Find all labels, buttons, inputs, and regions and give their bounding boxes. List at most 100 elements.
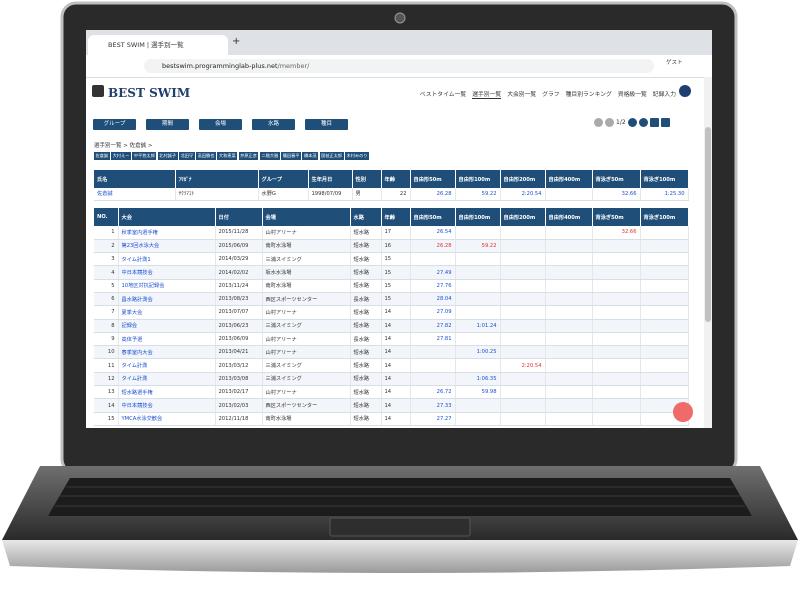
swimmer-chip[interactable]: 中平悠太郎 xyxy=(132,152,157,160)
logo[interactable]: BEST SWIM xyxy=(108,86,191,100)
table-cell[interactable]: 記録会 xyxy=(118,319,216,333)
table-cell[interactable]: タイム計測 xyxy=(118,372,216,387)
table-cell: 2:20.54 xyxy=(500,188,546,201)
filter-button[interactable]: グループ xyxy=(93,119,136,130)
table-cell: 14 xyxy=(381,332,411,347)
table-cell[interactable]: 秋季室内選手権 xyxy=(118,226,216,240)
swimmer-chip[interactable]: 篠田春平 xyxy=(281,152,301,160)
table-cell xyxy=(500,279,546,293)
keys xyxy=(55,486,745,507)
column-header[interactable]: 大会 xyxy=(118,208,216,226)
table-cell xyxy=(455,226,501,240)
table-cell xyxy=(500,345,546,360)
column-header[interactable]: 自由形200m xyxy=(500,170,546,188)
table-cell[interactable]: 春季室内大会 xyxy=(118,345,216,360)
column-header[interactable]: NO. xyxy=(94,208,119,226)
last-page[interactable] xyxy=(638,118,648,127)
swimmer-chip[interactable]: 木村みのり xyxy=(345,152,369,160)
table-cell: 15 xyxy=(381,252,411,267)
scroll-thumb[interactable] xyxy=(705,127,711,322)
table-cell xyxy=(640,345,689,360)
filter-button[interactable]: 期間 xyxy=(146,119,189,130)
swimmer-chip[interactable]: 国枝正太郎 xyxy=(319,152,344,160)
swimmer-chip[interactable]: 北田守 xyxy=(179,152,195,160)
table-cell[interactable]: 昌水路計測会 xyxy=(118,292,216,307)
column-header[interactable]: 生年月日 xyxy=(308,170,353,188)
new-tab[interactable]: + xyxy=(232,36,241,47)
column-header[interactable]: ﾌﾘｶﾞﾅ xyxy=(175,170,259,188)
column-header[interactable]: 自由形50m xyxy=(410,208,456,226)
prev-page[interactable] xyxy=(605,118,614,127)
scroll-top-button[interactable] xyxy=(673,402,693,422)
column-header[interactable]: 背泳ぎ50m xyxy=(592,208,641,226)
table-cell: 14 xyxy=(381,385,411,400)
column-header[interactable]: グループ xyxy=(258,170,309,188)
column-header[interactable]: 年齢 xyxy=(381,208,411,226)
swimmer-chip[interactable]: 佐倉誠 xyxy=(94,152,110,160)
swimmer-chip[interactable]: 大和恵菜 xyxy=(217,152,238,160)
filter-button[interactable]: 種目 xyxy=(305,119,348,130)
nav-link[interactable]: グラフ xyxy=(542,92,560,98)
column-header[interactable]: 自由形400m xyxy=(545,170,593,188)
table-row: 14 中日本競技会 2013/02/03 西区スポーツセンター 短水路 14 27.33 xyxy=(94,398,689,413)
table-cell[interactable]: 中日本競技会 xyxy=(118,265,216,280)
column-header[interactable]: 自由形200m xyxy=(500,208,546,226)
filter-button[interactable]: 会場 xyxy=(199,119,242,130)
table-cell[interactable]: 短水路選手権 xyxy=(118,385,216,400)
swimmer-chip[interactable]: 井原正彦 xyxy=(238,152,259,160)
table-cell[interactable]: タイム計測 xyxy=(118,358,216,373)
table-cell[interactable]: 高体予選 xyxy=(118,332,216,347)
swimmer-chip[interactable]: 大村えー xyxy=(111,152,131,160)
tab[interactable]: BEST SWIM | 選手別一覧 xyxy=(88,35,228,55)
column-header[interactable]: 背泳ぎ50m xyxy=(592,170,641,188)
scrollbar[interactable] xyxy=(704,77,712,428)
nav-link[interactable]: ベストタイム一覧 xyxy=(419,92,467,98)
next-page[interactable] xyxy=(627,118,637,127)
table-cell xyxy=(592,279,641,293)
swimmer-chip[interactable]: 高田勝也 xyxy=(196,152,216,160)
first-page[interactable] xyxy=(594,118,603,127)
avatar[interactable] xyxy=(679,85,691,97)
search-button[interactable] xyxy=(660,118,670,127)
column-header[interactable]: 自由形100m xyxy=(455,170,501,188)
column-header[interactable]: 氏名 xyxy=(94,170,176,188)
table-cell: 9 xyxy=(94,332,119,347)
column-header[interactable]: 年齢 xyxy=(381,170,411,188)
column-header[interactable]: 自由形400m xyxy=(545,208,593,226)
table-cell xyxy=(640,358,689,373)
column-header[interactable]: 日付 xyxy=(215,208,263,226)
table-cell xyxy=(455,265,501,280)
column-header[interactable]: 背泳ぎ100m xyxy=(640,208,689,226)
filter-button[interactable]: 水路 xyxy=(252,119,295,130)
nav-link[interactable]: 選手別一覧 xyxy=(472,89,502,99)
table-cell: 3 xyxy=(94,252,119,267)
add-button[interactable] xyxy=(649,118,659,127)
table-cell[interactable]: 佐倉誠 xyxy=(94,188,176,201)
swimmer-chip[interactable]: 二階大雅 xyxy=(259,152,280,160)
profile-table: 氏名 ﾌﾘｶﾞﾅ グループ 生年月日 性別 年齢 自由形50m 自由形100m 自由形200m 自… xyxy=(94,170,689,201)
table-cell: 短水路 xyxy=(350,265,382,280)
table-cell[interactable]: タイム計測1 xyxy=(118,252,216,267)
column-header[interactable]: 会場 xyxy=(262,208,351,226)
table-cell[interactable]: 10地区対抗記録会 xyxy=(118,279,216,293)
column-header[interactable]: 性別 xyxy=(352,170,382,188)
column-header[interactable]: 背泳ぎ100m xyxy=(640,170,689,188)
nav-link[interactable]: 記録入力 xyxy=(652,92,676,98)
table-cell xyxy=(640,372,689,387)
table-cell[interactable]: 第23回水泳大会 xyxy=(118,239,216,254)
nav-link[interactable]: 大会別一覧 xyxy=(507,92,537,98)
table-cell[interactable]: YMCA水泳交歓会 xyxy=(118,412,216,426)
profile[interactable]: ゲスト xyxy=(666,60,683,66)
swimmer-chip[interactable]: 北村誠子 xyxy=(157,152,178,160)
table-cell: 27.09 xyxy=(410,305,456,320)
column-header[interactable]: 自由形100m xyxy=(455,208,501,226)
column-header[interactable]: 自由形50m xyxy=(410,170,456,188)
table-cell[interactable]: 夏季大会 xyxy=(118,305,216,320)
nav-link[interactable]: 種目別ランキング xyxy=(565,92,612,98)
nav-link[interactable]: 資格級一覧 xyxy=(617,92,647,98)
table-cell: 27.82 xyxy=(410,319,456,333)
swimmer-chip[interactable]: 橋本茂 xyxy=(302,152,319,160)
column-header[interactable]: 水路 xyxy=(350,208,382,226)
url[interactable]: bestswim.programminglab-plus.net/member/ xyxy=(144,59,654,73)
table-cell[interactable]: 中日本競技会 xyxy=(118,398,216,413)
